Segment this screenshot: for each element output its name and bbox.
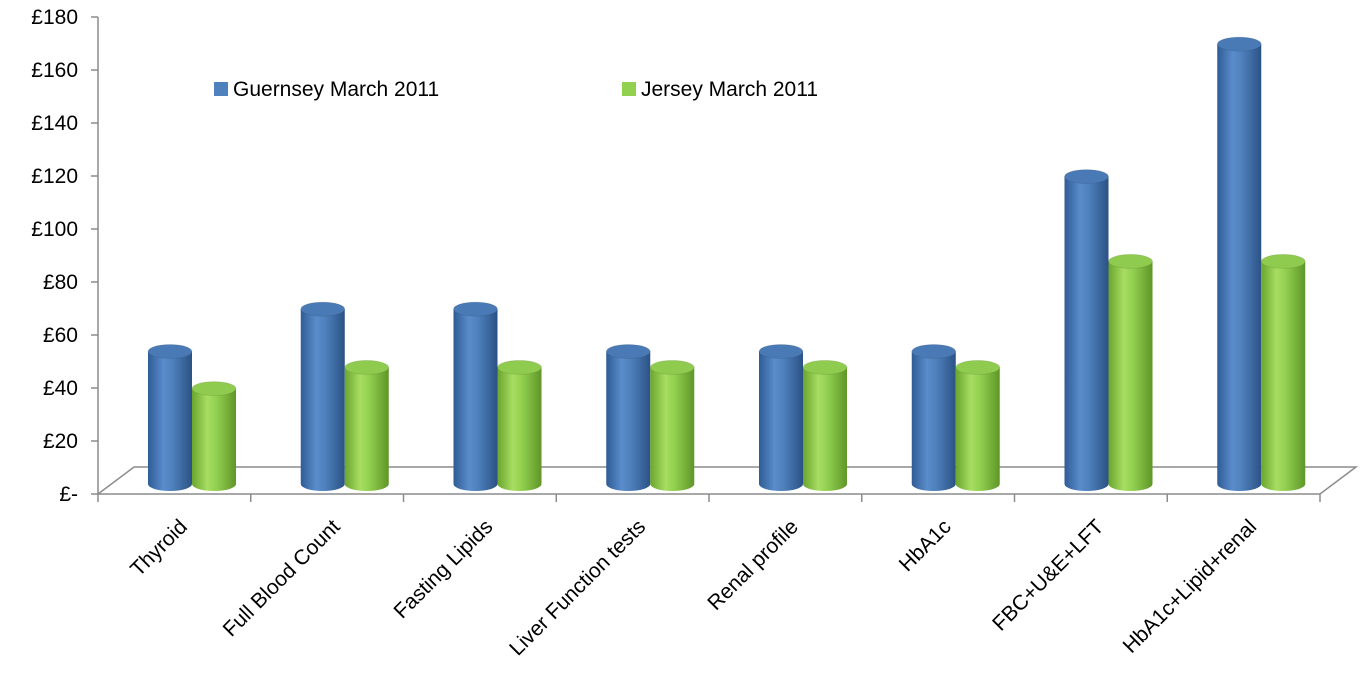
bar-jersey — [497, 359, 542, 492]
bar-guernsey — [758, 344, 804, 491]
legend: Guernsey March 2011 Jersey March 2011 — [214, 78, 818, 101]
x-tick-label: Liver Function tests — [505, 515, 650, 660]
y-tick-label: £160 — [31, 59, 78, 82]
y-tick-label: £60 — [43, 324, 78, 347]
legend-swatch — [214, 82, 228, 96]
x-tick-label: FBC+U&E+LFT — [988, 515, 1108, 635]
bar-guernsey — [911, 344, 957, 492]
bar-jersey — [344, 359, 390, 492]
x-tick-labels: Thyroid Full Blood Count Fasting Lipids Liv… — [126, 515, 1261, 660]
legend-label: Guernsey March 2011 — [233, 78, 439, 101]
y-tick-label: £120 — [31, 165, 78, 188]
x-tick-label: Renal profile — [703, 515, 803, 615]
y-tick-label: £40 — [43, 377, 78, 400]
y-tick-label: £20 — [43, 430, 78, 453]
bar-jersey — [649, 359, 695, 492]
bar-guernsey — [1064, 169, 1109, 492]
bar-jersey — [802, 359, 848, 491]
y-tick-label: £100 — [31, 218, 78, 241]
bar-jersey — [1108, 253, 1153, 492]
bar-guernsey — [147, 344, 193, 491]
x-tick-label: Fasting Lipids — [390, 515, 498, 623]
floor-plane — [95, 466, 1359, 495]
x-tick-label: Thyroid — [126, 515, 192, 581]
x-tick-label: HbA1c+Lipid+renal — [1119, 515, 1262, 658]
x-tick-label: HbA1c — [895, 515, 956, 576]
legend-swatch — [622, 82, 636, 96]
y-tick-label: £- — [59, 483, 78, 506]
bar-guernsey — [605, 344, 651, 492]
chart-floor — [95, 466, 1359, 495]
bar-jersey — [191, 381, 237, 491]
y-tick-labels: £180 £160 £140 £120 £100 £80 £60 £40 £20 £- — [31, 6, 78, 506]
x-tick-label: Full Blood Count — [219, 515, 345, 641]
bar-guernsey — [300, 301, 346, 492]
bar-jersey — [1260, 253, 1306, 492]
bar-guernsey — [453, 301, 498, 492]
chart-bars — [147, 36, 1306, 492]
y-tick-label: £80 — [43, 271, 78, 294]
y-tick-label: £140 — [31, 112, 78, 135]
y-tick-label: £180 — [31, 6, 78, 29]
y-axis — [91, 16, 1321, 502]
bar-guernsey — [1216, 36, 1262, 492]
bar-jersey — [955, 359, 1001, 492]
legend-label: Jersey March 2011 — [641, 78, 818, 101]
